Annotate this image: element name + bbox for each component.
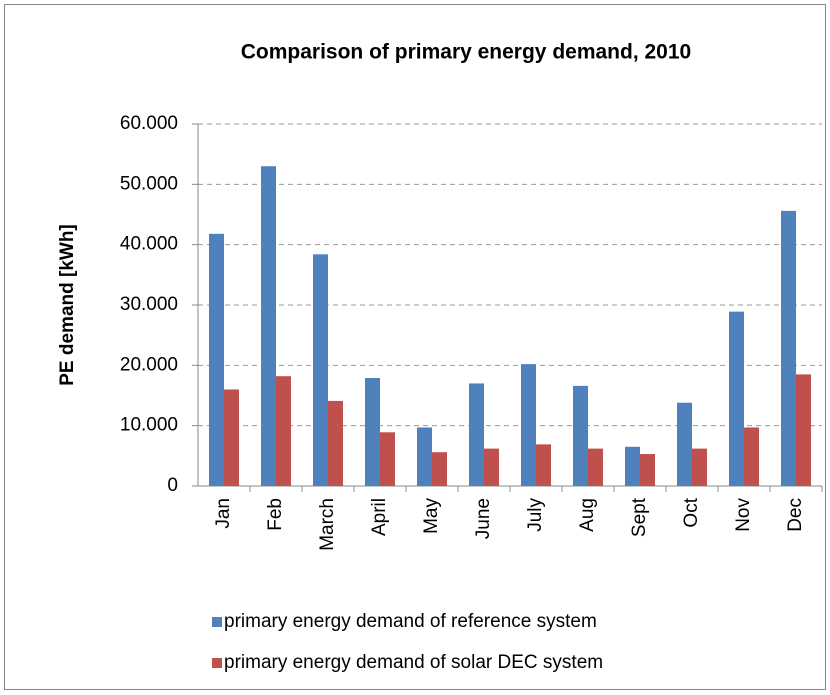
x-tick-label: May bbox=[421, 498, 442, 534]
y-tick-label: 30.000 bbox=[120, 294, 178, 315]
y-tick-label: 50.000 bbox=[120, 173, 178, 194]
legend-swatch bbox=[212, 658, 222, 668]
x-tick-label: Sept bbox=[629, 497, 650, 537]
chart-border bbox=[4, 4, 826, 690]
bar bbox=[328, 400, 343, 486]
bar bbox=[573, 385, 588, 486]
bar bbox=[521, 364, 536, 486]
bar bbox=[261, 166, 276, 486]
x-tick-label: Jan bbox=[213, 498, 234, 529]
bar bbox=[625, 446, 640, 486]
bar bbox=[536, 444, 551, 486]
bar bbox=[796, 374, 811, 486]
legend-label: primary energy demand of reference syste… bbox=[224, 611, 597, 632]
legend-label: primary energy demand of solar DEC syste… bbox=[224, 652, 603, 673]
chart-title: Comparison of primary energy demand, 201… bbox=[241, 41, 691, 64]
bar bbox=[640, 454, 655, 486]
y-tick-label: 10.000 bbox=[120, 415, 178, 436]
x-tick-label: April bbox=[369, 498, 390, 536]
x-tick-label: Nov bbox=[733, 498, 754, 532]
bar bbox=[781, 210, 796, 486]
y-tick-label: 60.000 bbox=[120, 113, 178, 134]
x-tick-label: July bbox=[525, 498, 546, 532]
x-tick-label: Oct bbox=[681, 497, 702, 527]
x-tick-label: Feb bbox=[265, 498, 286, 531]
y-tick-label: 40.000 bbox=[120, 234, 178, 255]
x-tick-label: March bbox=[317, 498, 338, 551]
bar bbox=[209, 233, 224, 486]
x-tick-label: Dec bbox=[785, 498, 806, 532]
bar bbox=[417, 427, 432, 486]
bar bbox=[380, 432, 395, 486]
y-axis-title: PE demand [kWh] bbox=[57, 224, 78, 386]
bar bbox=[744, 427, 759, 486]
bar bbox=[432, 452, 447, 486]
bar bbox=[276, 376, 291, 486]
x-tick-label: June bbox=[473, 498, 494, 539]
bar bbox=[677, 402, 692, 486]
y-tick-label: 20.000 bbox=[120, 354, 178, 375]
bar bbox=[588, 448, 603, 486]
bar bbox=[484, 448, 499, 486]
bar bbox=[313, 254, 328, 486]
bar bbox=[224, 389, 239, 486]
bar bbox=[365, 378, 380, 486]
bar bbox=[692, 448, 707, 486]
y-tick-label: 0 bbox=[167, 475, 178, 496]
bar bbox=[729, 311, 744, 486]
bar bbox=[469, 383, 484, 486]
legend-swatch bbox=[212, 617, 222, 627]
x-tick-label: Aug bbox=[577, 498, 598, 532]
